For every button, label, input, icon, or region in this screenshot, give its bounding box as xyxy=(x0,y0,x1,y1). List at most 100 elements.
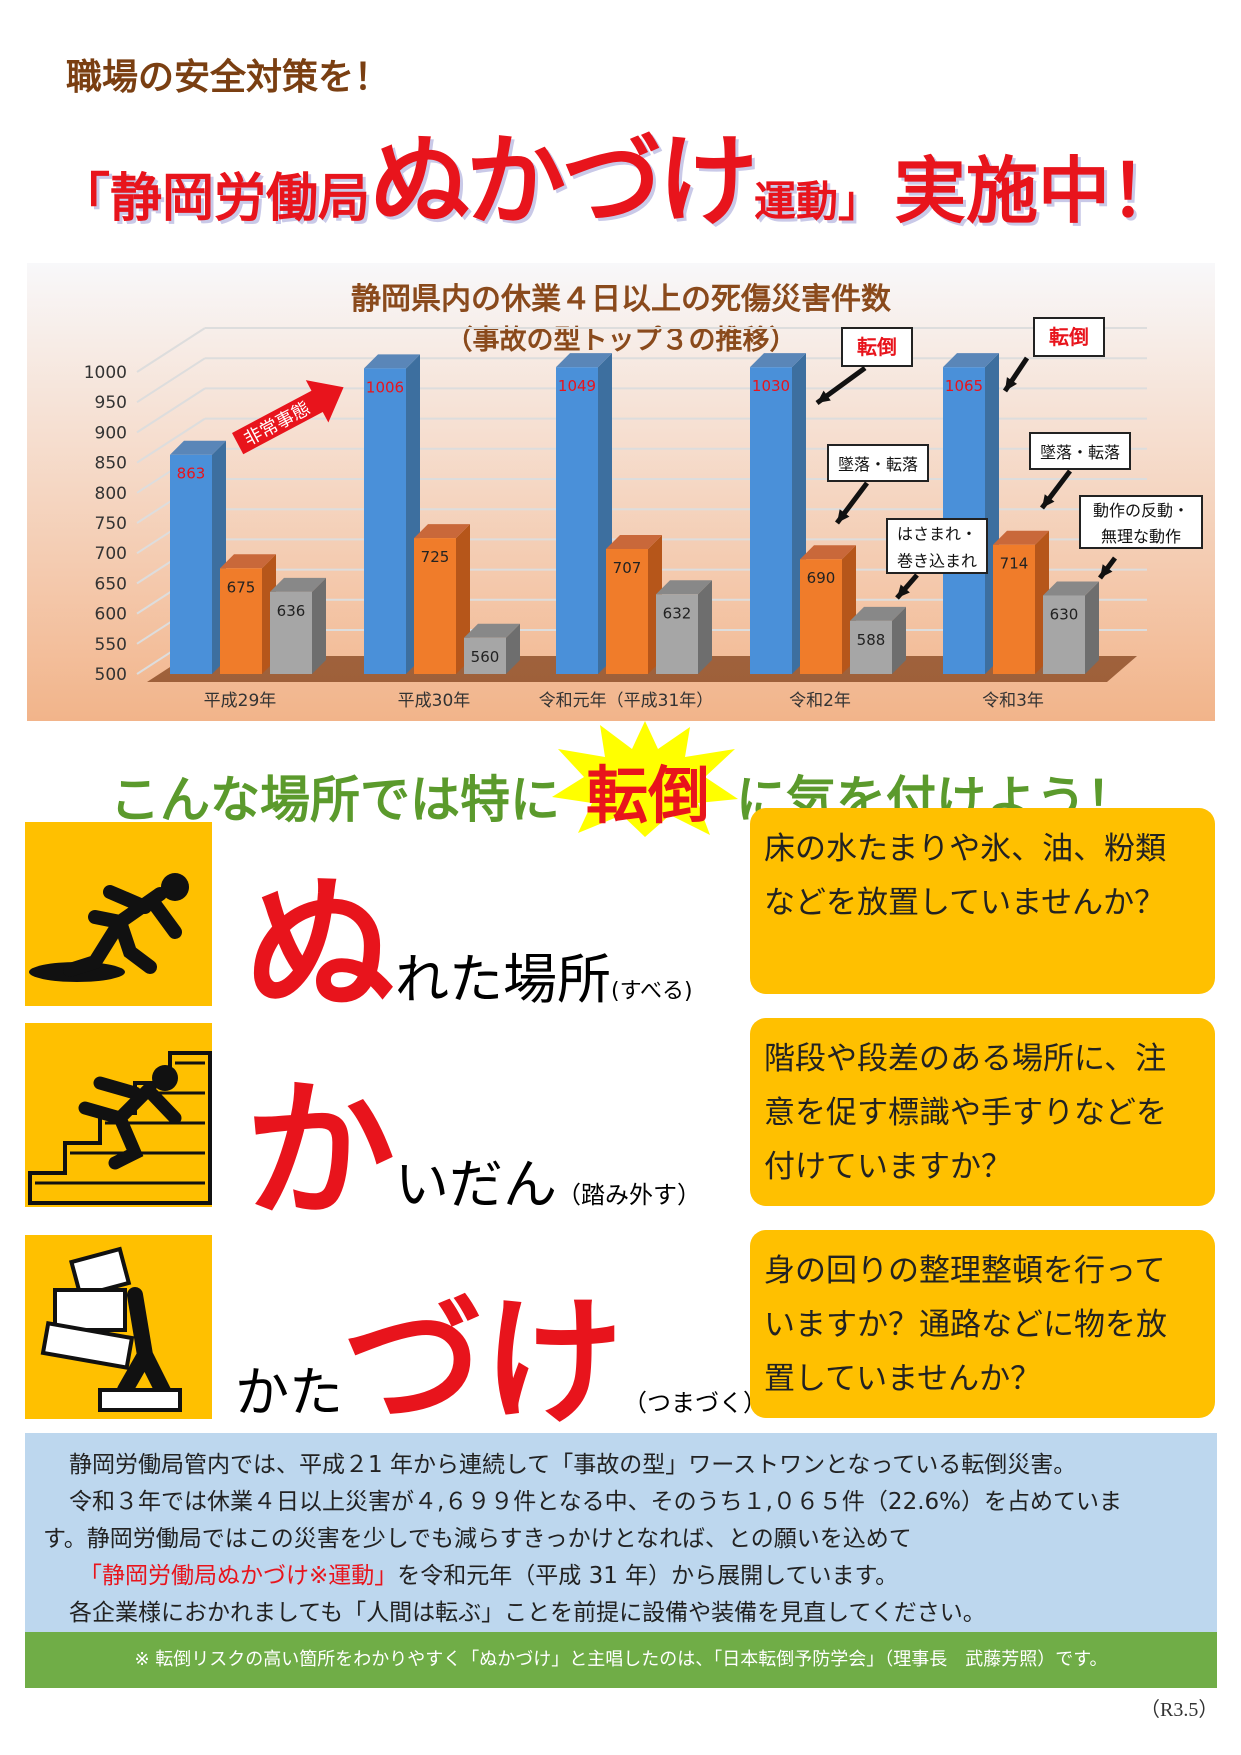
row-paren: （つまづく） xyxy=(623,1389,768,1417)
title-end: 実施中！ xyxy=(894,149,1183,233)
row-title-slippery: ぬれた場所(すべる) xyxy=(245,825,693,1042)
annotation-box xyxy=(1029,432,1131,470)
note-line: 階段や段差のある場所に、注 xyxy=(764,1041,1167,1077)
bar xyxy=(750,367,792,674)
info-line: 「静岡労働局ぬかづけ※運動」を令和元年（平成 31 年）から展開しています。 xyxy=(43,1558,1199,1595)
bar-top xyxy=(170,440,226,455)
bar xyxy=(606,548,648,674)
annotation-box xyxy=(1079,495,1203,549)
y-tick-label: 650 xyxy=(95,574,127,594)
chart-subtitle: （事故の型トップ３の推移） xyxy=(446,325,797,356)
bar-value-label: 707 xyxy=(613,559,642,577)
row-title-tripping: かたづけ（つまづく） xyxy=(235,1250,767,1452)
slogan-highlight: 転倒 xyxy=(586,759,711,832)
arrowhead xyxy=(897,584,910,598)
x-tick-label: 平成30年 xyxy=(398,691,471,711)
bar-value-label: 1006 xyxy=(366,378,404,396)
grid-line xyxy=(136,327,206,373)
bar-top xyxy=(220,554,276,569)
footer-note: ※ 転倒リスクの高い箇所をわかりやすく「ぬかづけ」と主唱したのは、「日本転倒予防… xyxy=(25,1632,1217,1688)
annotation-label: 動作の反動・ xyxy=(1093,501,1189,520)
y-tick-label: 850 xyxy=(95,454,127,474)
annotation-box xyxy=(841,327,913,367)
note-stairs: 階段や段差のある場所に、注 意を促す標識や手すりなどを 付けていますか？ xyxy=(750,1018,1215,1206)
title-mid: 運動」 xyxy=(754,177,881,226)
version-label: （R3.5） xyxy=(1140,1699,1219,1721)
x-tick-label: 令和元年（平成31年） xyxy=(539,691,714,711)
bar xyxy=(364,368,406,674)
y-tick-label: 950 xyxy=(95,393,127,413)
chart-svg: 静岡県内の休業４日以上の死傷災害件数 （事故の型トップ３の推移） 500 550 600… xyxy=(84,282,1203,711)
bar xyxy=(850,620,892,674)
note-line: 置していませんか？ xyxy=(764,1361,1042,1397)
y-tick-label: 800 xyxy=(95,484,127,504)
grid-line xyxy=(136,357,206,404)
arrowhead xyxy=(1100,564,1113,578)
note-tripping: 身の回りの整理整頓を行って いますか？通路などに物を放 置していませんか？ xyxy=(750,1230,1215,1418)
bar-top xyxy=(850,606,906,621)
bar-value-label: 630 xyxy=(1050,605,1079,623)
annotation-label: はさまれ・ xyxy=(897,525,977,544)
info-box: 静岡労働局管内では、平成２1 年から連続して「事故の型」ワーストワンとなっている… xyxy=(25,1433,1217,1633)
bar-top xyxy=(556,353,612,368)
arrowhead xyxy=(1005,377,1018,391)
bar xyxy=(270,591,312,674)
bar-value-label: 675 xyxy=(227,578,256,596)
chart-title: 静岡県内の休業４日以上の死傷災害件数 xyxy=(351,282,892,317)
kicker-text: 職場の安全対策を！ xyxy=(66,57,391,98)
bar-value-label: 863 xyxy=(177,465,206,483)
bar-value-label: 1030 xyxy=(752,377,790,395)
x-tick-label: 令和2年 xyxy=(789,691,851,711)
x-tick-label: 平成29年 xyxy=(204,691,277,711)
y-tick-label: 700 xyxy=(95,544,127,564)
bar-top xyxy=(270,577,326,592)
bar-top xyxy=(943,353,999,368)
row-pre: かた xyxy=(235,1361,343,1424)
stairs-fall-icon xyxy=(25,1023,212,1207)
y-tick-label: 750 xyxy=(95,514,127,534)
note-line: いますか？通路などに物を放 xyxy=(764,1307,1167,1343)
bar-value-label: 714 xyxy=(1000,555,1029,573)
note-line: 意を促す標識や手すりなどを xyxy=(764,1095,1167,1131)
bar-top xyxy=(993,530,1049,545)
row-paren: (すべる) xyxy=(611,979,693,1004)
title-open: 「静岡労働局 xyxy=(58,169,371,229)
annotation-label: 巻き込まれ xyxy=(897,552,977,571)
bar-value-label: 1065 xyxy=(945,377,983,395)
bar-value-label: 636 xyxy=(277,602,306,620)
bar-value-label: 560 xyxy=(471,648,500,666)
page-title: 「静岡労働局ぬかづけ運動」 実施中！ xyxy=(58,100,1182,245)
title-big: ぬかづけ xyxy=(370,123,758,240)
info-line: 令和３年では休業４日以上災害が４,６９９件となる中、そのうち１,０６５件（22.… xyxy=(69,1489,1122,1515)
bar-top xyxy=(656,580,712,595)
annotation-label: 墜落・転落 xyxy=(1040,443,1120,462)
bar-side xyxy=(312,577,326,674)
campaign-name: 「静岡労働局ぬかづけ※運動」 xyxy=(79,1563,398,1589)
arrowhead xyxy=(817,390,831,403)
arrowhead xyxy=(837,509,850,523)
note-line: などを放置していませんか？ xyxy=(764,885,1166,921)
x-tick-label: 令和3年 xyxy=(982,691,1044,711)
note-slippery: 床の水たまりや氷、油、粉類 などを放置していませんか？ xyxy=(750,808,1215,994)
row-rest: れた場所 xyxy=(395,948,612,1011)
y-tick-label: 900 xyxy=(95,423,127,443)
bar-side xyxy=(698,580,712,674)
info-line: 各企業様におかれましても「人間は転ぶ」ことを前提に設備や装備を見直してください。 xyxy=(69,1600,986,1626)
grid-line xyxy=(136,387,206,434)
row-rest: いだん xyxy=(395,1153,558,1216)
annotation-box xyxy=(1033,317,1105,357)
bar xyxy=(414,538,456,674)
annotation-label: 転倒 xyxy=(1049,325,1089,349)
bar-value-label: 1049 xyxy=(558,377,596,395)
bar-side xyxy=(1085,581,1099,674)
info-line: 静岡労働局管内では、平成２1 年から連続して「事故の型」ワーストワンとなっている… xyxy=(69,1452,1077,1478)
note-line: 付けていますか？ xyxy=(764,1149,1012,1185)
tripping-person-icon xyxy=(25,1235,212,1419)
annotation-label: 無理な動作 xyxy=(1101,527,1181,546)
emergency-arrow: 非常事態 xyxy=(232,380,344,455)
y-tick-label: 1000 xyxy=(84,363,127,383)
bar xyxy=(556,367,598,674)
bar xyxy=(1043,595,1085,674)
bar xyxy=(993,544,1035,674)
row-big-char: ぬ xyxy=(245,860,396,1034)
